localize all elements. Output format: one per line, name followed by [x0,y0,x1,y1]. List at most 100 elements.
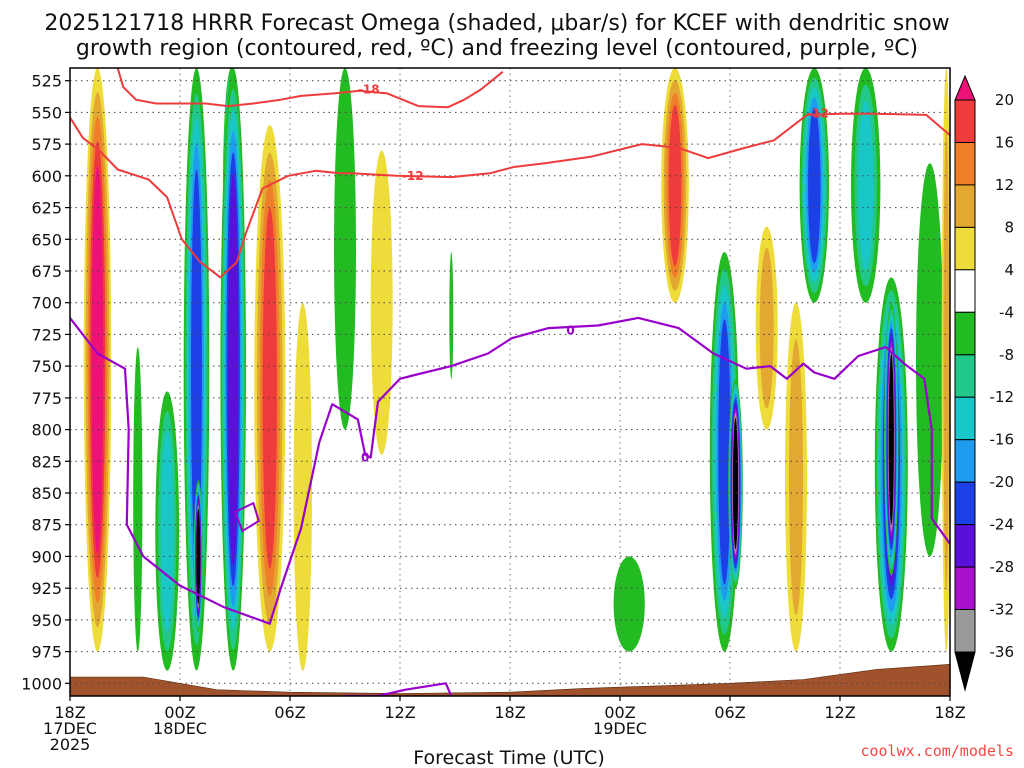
colorbar-label: -36 [990,643,1015,661]
y-tick-label: 925 [31,579,62,598]
colorbar-bin [954,481,976,526]
y-tick-label: 850 [31,484,62,503]
omega-band [789,339,803,615]
colorbar-label: -20 [990,473,1015,491]
y-tick-label: 775 [31,389,62,408]
colorbar-bin [954,396,976,441]
omega-band [334,68,356,430]
x-tick-label: 00Z [604,703,635,722]
colorbar-label: 20 [995,91,1014,109]
omega-feature-9 [334,68,356,430]
x-tick-label: 06Z [274,703,305,722]
y-tick-label: 650 [31,230,62,249]
freezing-contour-0 [70,316,950,625]
terrain-layer [70,663,950,696]
y-tick-label: 525 [31,72,62,91]
colorbar-label: -24 [990,516,1015,534]
omega-feature-2 [155,391,180,671]
colorbar-top-extension [954,74,976,101]
omega-band [161,430,174,632]
x-tick-label: 17DEC [43,719,97,738]
y-tick-label: 675 [31,262,62,281]
omega-band [191,169,202,570]
colorbar-label: -16 [990,431,1015,449]
dgz-contour-1 [70,112,950,279]
omega-feature-22 [884,302,899,576]
omega-feature-23 [916,163,944,557]
omega-feature-16 [728,378,743,589]
x-tick-label: 18Z [934,703,965,722]
omega-band [262,207,277,569]
y-tick-label: 875 [31,516,62,535]
y-tick-label: 950 [31,611,62,630]
omega-feature-18 [785,302,807,652]
omega-feature-8 [293,302,312,671]
omega-feature-24 [941,68,950,652]
omega-colorbar: 20 16 12 8 4 -4 -8 -12 -16 -20 -24 -28 -32 -36 [954,74,1015,692]
omega-band [613,556,645,652]
omega-feature-6 [220,68,246,671]
y-tick-label: 900 [31,547,62,566]
omega-band [370,150,393,455]
y-tick-label: 625 [31,199,62,218]
colorbar-label: 16 [995,134,1014,152]
contour-label: 0 [361,451,369,465]
omega-feature-13 [613,556,645,652]
x-tick-label: 12Z [824,703,855,722]
omega-band [759,247,774,409]
omega-feature-20 [851,68,881,303]
colorbar-label: -32 [990,601,1015,619]
omega-band [133,347,143,652]
colorbar-bin [954,566,976,611]
omega-feature-7 [254,125,286,652]
omega-feature-1 [133,347,143,652]
x-tick-label: 18Z [54,703,85,722]
chart-title-line-1: 2025121718 HRRR Forecast Omega (shaded, … [44,11,949,36]
omega-feature-14 [661,68,689,303]
omega-feature-11 [449,252,454,379]
dgz-contour-0 [116,68,504,109]
contour-label: 0 [566,324,574,338]
omega-band [808,107,821,264]
omega-band [228,173,239,566]
omega-band [668,104,682,266]
y-tick-label: 725 [31,325,62,344]
colorbar-label: -12 [990,388,1015,406]
colorbar-bin [954,439,976,483]
colorbar-bin [954,354,976,398]
y-tick-label: 800 [31,421,62,440]
x-tick-label: 00Z [164,703,195,722]
omega-feature-17 [755,226,778,430]
chart-title-line-2: growth region (contoured, red, ºC) and f… [76,36,918,61]
omega-band [916,163,944,557]
x-tick-label: 2025 [50,735,91,754]
omega-band [888,353,894,525]
credit-text: coolwx.com/models [860,742,1014,760]
colorbar-bin [954,142,976,186]
contour-label: -12 [807,107,829,121]
contour-label-layer: -18 -12 -12 0 0 [358,83,829,465]
omega-band [718,319,731,585]
grid-lines [70,68,950,696]
x-tick-label: 18Z [494,703,525,722]
omega-band [732,417,739,550]
colorbar-bin [954,269,976,313]
freezing-contour-loop [233,501,261,533]
omega-band [858,100,874,270]
x-tick-label: 06Z [714,703,745,722]
colorbar-bin [954,609,976,653]
y-tick-label: 550 [31,103,62,122]
colorbar-label: -4 [999,303,1014,321]
colorbar-label: 12 [995,176,1014,194]
colorbar-label: -28 [990,558,1015,576]
y-tick-label: 825 [31,452,62,471]
colorbar-label: 8 [1004,218,1014,236]
omega-feature-10 [370,150,393,455]
omega-feature-4 [193,480,203,633]
colorbar-label: 4 [1004,261,1014,279]
colorbar-bin [954,184,976,228]
y-tick-label: 975 [31,643,62,662]
